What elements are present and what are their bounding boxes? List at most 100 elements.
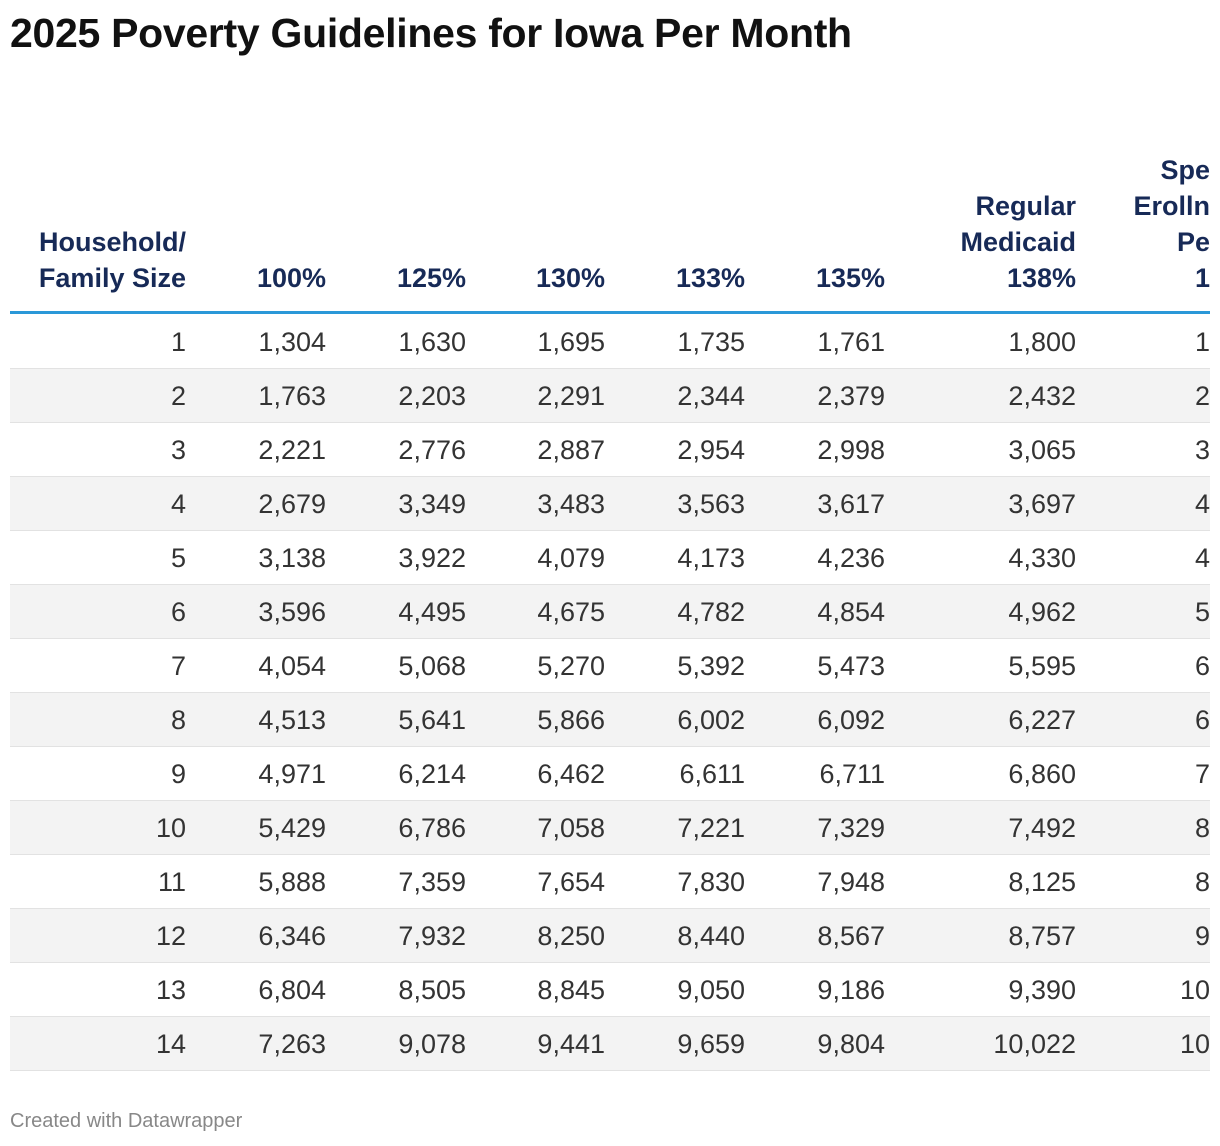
table-cell: 8,567 xyxy=(817,921,885,951)
table-row: 9 4,971 6,214 6,462 6,611 6,711 6,860 7 xyxy=(10,747,1210,801)
table-cell: 3,483 xyxy=(537,489,605,519)
table-cell: 5,641 xyxy=(398,705,466,735)
column-header: 100% xyxy=(256,263,326,293)
table-cell: 6,860 xyxy=(1008,759,1076,789)
table-cell: 4,513 xyxy=(258,705,326,735)
table-row: 13 6,804 8,505 8,845 9,050 9,186 9,390 10 xyxy=(10,963,1210,1017)
table-cell: 4,971 xyxy=(258,759,326,789)
table-cell: 4,054 xyxy=(258,651,326,681)
table-row: 5 3,138 3,922 4,079 4,173 4,236 4,330 4 xyxy=(10,531,1210,585)
table-cell: 3,922 xyxy=(398,543,466,573)
table-cell: 11 xyxy=(157,867,186,897)
table-cell: 10 xyxy=(1179,1029,1210,1059)
table-cell: 2,679 xyxy=(258,489,326,519)
table-cell: 5,270 xyxy=(537,651,605,681)
header-rule xyxy=(10,311,1210,314)
table-cell: 9 xyxy=(1194,921,1210,951)
table-cell: 2,344 xyxy=(677,381,745,411)
table-cell: 6,611 xyxy=(679,759,745,789)
table-cell: 10 xyxy=(155,813,186,843)
column-header: 133% xyxy=(675,263,745,293)
table-cell: 14 xyxy=(155,1029,186,1059)
table-cell: 9,659 xyxy=(677,1029,745,1059)
table-cell: 10 xyxy=(1179,975,1210,1005)
table-cell: 9 xyxy=(170,759,186,789)
table-cell: 4,782 xyxy=(677,597,745,627)
table-cell: 6,214 xyxy=(398,759,466,789)
table-cell: 5,429 xyxy=(258,813,326,843)
table-cell: 6,092 xyxy=(817,705,885,735)
table-cell: 3,617 xyxy=(817,489,885,519)
table-cell: 2,954 xyxy=(677,435,745,465)
table-cell: 5,595 xyxy=(1008,651,1076,681)
table-cell: 5,392 xyxy=(677,651,745,681)
table-cell: 4,675 xyxy=(537,597,605,627)
column-header: Regular Medicaid 138% xyxy=(960,191,1076,293)
table-row: 14 7,263 9,078 9,441 9,659 9,804 10,022 10 xyxy=(10,1017,1210,1071)
table-cell: 3 xyxy=(1194,435,1210,465)
table-cell: 4,962 xyxy=(1008,597,1076,627)
table-cell: 7,329 xyxy=(817,813,885,843)
table-cell: 7,359 xyxy=(398,867,466,897)
table-cell: 7 xyxy=(1194,759,1210,789)
table-cell: 4,854 xyxy=(817,597,885,627)
table-cell: 2,776 xyxy=(398,435,466,465)
table-cell: 2,379 xyxy=(817,381,885,411)
table-cell: 6,786 xyxy=(398,813,466,843)
table-cell: 5,068 xyxy=(398,651,466,681)
column-header: Household/ Family Size xyxy=(38,227,186,293)
table-row: 4 2,679 3,349 3,483 3,563 3,617 3,697 4 xyxy=(10,477,1210,531)
table: Household/ Family Size 100% 125% 130% 133% 13… xyxy=(10,0,1210,1146)
table-cell: 2,203 xyxy=(398,381,466,411)
table-cell: 9,050 xyxy=(677,975,745,1005)
table-row: 6 3,596 4,495 4,675 4,782 4,854 4,962 5 xyxy=(10,585,1210,639)
table-cell: 9,804 xyxy=(817,1029,885,1059)
table-cell: 3,349 xyxy=(398,489,466,519)
table-cell: 1,800 xyxy=(1008,327,1076,357)
table-cell: 1,630 xyxy=(398,327,466,357)
table-cell: 1,763 xyxy=(258,381,326,411)
table-cell: 8 xyxy=(170,705,186,735)
table-cell: 7,221 xyxy=(677,813,745,843)
table-row: 1 1,304 1,630 1,695 1,735 1,761 1,800 1 xyxy=(10,315,1210,369)
table-cell: 8 xyxy=(1194,813,1210,843)
table-cell: 4,236 xyxy=(817,543,885,573)
table-cell: 4 xyxy=(1194,543,1210,573)
table-cell: 12 xyxy=(155,921,186,951)
table-cell: 3,065 xyxy=(1008,435,1076,465)
table-cell: 1,304 xyxy=(258,327,326,357)
table-cell: 4 xyxy=(1194,489,1210,519)
table-row: 8 4,513 5,641 5,866 6,002 6,092 6,227 6 xyxy=(10,693,1210,747)
table-cell: 4,495 xyxy=(398,597,466,627)
table-cell: 7 xyxy=(170,651,186,681)
table-cell: 6,227 xyxy=(1008,705,1076,735)
table-cell: 6,804 xyxy=(258,975,326,1005)
table-row: 11 5,888 7,359 7,654 7,830 7,948 8,125 8 xyxy=(10,855,1210,909)
table-cell: 8 xyxy=(1194,867,1210,897)
table-cell: 4 xyxy=(170,489,186,519)
table-cell: 8,757 xyxy=(1008,921,1076,951)
table-cell: 2,998 xyxy=(817,435,885,465)
table-cell: 5 xyxy=(1194,597,1210,627)
table-cell: 1,735 xyxy=(677,327,745,357)
table-cell: 4,330 xyxy=(1008,543,1076,573)
table-cell: 1,761 xyxy=(817,327,885,357)
table-cell: 5 xyxy=(170,543,186,573)
table-cell: 5,866 xyxy=(537,705,605,735)
table-cell: 2,291 xyxy=(537,381,605,411)
table-cell: 9,078 xyxy=(398,1029,466,1059)
column-header: 125% xyxy=(396,263,466,293)
table-cell: 6,462 xyxy=(537,759,605,789)
table-cell: 2,221 xyxy=(258,435,326,465)
table-cell: 2,432 xyxy=(1008,381,1076,411)
table-cell: 6 xyxy=(170,597,186,627)
table-cell: 1,695 xyxy=(537,327,605,357)
table-cell: 6,346 xyxy=(258,921,326,951)
table-cell: 7,492 xyxy=(1008,813,1076,843)
table-cell: 7,654 xyxy=(537,867,605,897)
table-cell: 3,563 xyxy=(677,489,745,519)
table-cell: 4,173 xyxy=(677,543,745,573)
table-cell: 3,697 xyxy=(1008,489,1076,519)
table-cell: 1 xyxy=(1194,327,1210,357)
